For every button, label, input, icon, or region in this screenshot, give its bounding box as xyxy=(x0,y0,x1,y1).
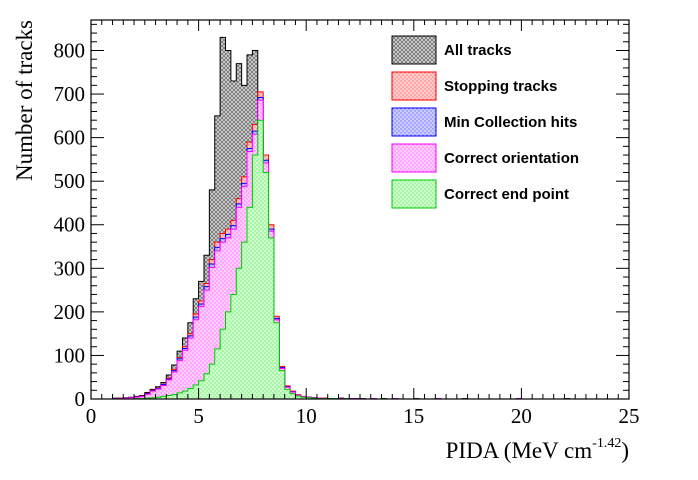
legend: All tracks Stopping tracks Min Collection … xyxy=(391,35,579,209)
x-axis-title-close: ) xyxy=(621,438,629,463)
series-outline xyxy=(91,99,629,400)
legend-label: Correct end point xyxy=(444,186,569,203)
series-outline xyxy=(91,97,629,400)
y-tick-label: 500 xyxy=(54,169,86,193)
series-stopping-tracks xyxy=(91,91,629,400)
legend-swatch xyxy=(391,35,437,65)
legend-swatch xyxy=(391,143,437,173)
x-tick-label: 5 xyxy=(193,404,204,428)
ticks-layer: 0 5 10 15 20 25 0 100 200 300 400 500 600 700 800 xyxy=(54,20,640,428)
x-axis-title-exponent: -1.42 xyxy=(592,436,621,451)
x-axis-title: PIDA (MeV cm-1.42) xyxy=(446,436,629,463)
series-area xyxy=(91,91,629,400)
x-tick-label: 20 xyxy=(511,404,532,428)
y-tick-label: 100 xyxy=(54,343,86,367)
y-tick-label: 800 xyxy=(54,38,86,62)
legend-item: All tracks xyxy=(391,35,512,65)
x-tick-label: 15 xyxy=(403,404,424,428)
y-tick-label: 400 xyxy=(54,213,86,237)
legend-item: Stopping tracks xyxy=(391,71,557,101)
y-tick-label: 300 xyxy=(54,256,86,280)
series-min-collection-hits xyxy=(91,97,629,400)
legend-label: All tracks xyxy=(444,42,512,59)
plot-frame xyxy=(90,19,630,400)
legend-label: Stopping tracks xyxy=(444,78,557,95)
legend-item: Min Collection hits xyxy=(391,107,577,137)
x-axis-title-main: PIDA (MeV cm xyxy=(446,438,593,463)
series-outline xyxy=(91,91,629,400)
y-tick-label: 200 xyxy=(54,300,86,324)
x-tick-label: 25 xyxy=(619,404,640,428)
x-tick-label: 10 xyxy=(296,404,317,428)
y-tick-label: 600 xyxy=(54,126,86,150)
legend-swatch xyxy=(391,179,437,209)
legend-item: Correct end point xyxy=(391,179,569,209)
legend-label: Min Collection hits xyxy=(444,114,577,131)
series-correct-orientation xyxy=(91,99,629,400)
legend-item: Correct orientation xyxy=(391,143,579,173)
x-tick-label: 0 xyxy=(86,404,97,428)
legend-swatch xyxy=(391,71,437,101)
y-tick-label: 700 xyxy=(54,82,86,106)
legend-swatch xyxy=(391,107,437,137)
y-axis-title: Number of tracks xyxy=(12,20,37,181)
y-tick-label: 0 xyxy=(75,387,86,411)
series-area xyxy=(91,100,629,400)
legend-label: Correct orientation xyxy=(444,150,579,167)
series-area xyxy=(91,97,629,399)
